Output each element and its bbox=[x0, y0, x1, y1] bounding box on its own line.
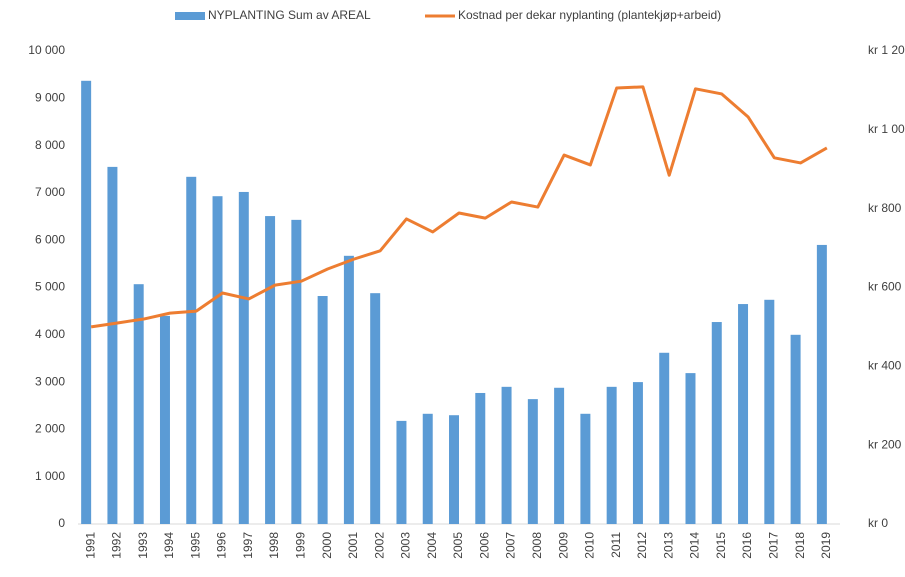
x-tick-label: 2014 bbox=[688, 532, 702, 559]
bar bbox=[685, 373, 696, 524]
x-tick-label: 2016 bbox=[740, 532, 754, 559]
legend-swatch bbox=[175, 12, 205, 20]
x-tick-label: 1994 bbox=[162, 532, 176, 559]
line bbox=[90, 85, 828, 329]
x-tick-label: 2017 bbox=[766, 532, 780, 559]
y2-tick-label: kr 0 bbox=[868, 516, 888, 530]
x-tick-label: 2008 bbox=[530, 532, 544, 559]
y2-tick-label: kr 1 000 bbox=[868, 122, 905, 136]
bar bbox=[475, 392, 486, 524]
bar bbox=[764, 299, 775, 524]
bar bbox=[186, 176, 197, 524]
x-tick-label: 2018 bbox=[793, 532, 807, 559]
y-tick-label: 6 000 bbox=[35, 232, 65, 246]
bar bbox=[370, 293, 381, 524]
bar bbox=[396, 420, 407, 524]
x-tick-label: 2009 bbox=[556, 532, 570, 559]
bar bbox=[238, 191, 249, 525]
bar bbox=[422, 413, 433, 524]
y-tick-label: 10 000 bbox=[28, 43, 65, 57]
bar bbox=[711, 322, 722, 524]
x-tick-label: 2013 bbox=[661, 532, 675, 559]
y-tick-label: 4 000 bbox=[35, 327, 65, 341]
y2-tick-label: kr 1 200 bbox=[868, 43, 905, 57]
bar bbox=[212, 196, 223, 524]
bar bbox=[343, 255, 354, 524]
y2-tick-label: kr 800 bbox=[868, 201, 902, 215]
y-tick-label: 3 000 bbox=[35, 374, 65, 388]
x-tick-label: 1991 bbox=[83, 532, 97, 559]
x-tick-label: 2010 bbox=[583, 532, 597, 559]
legend-label: Kostnad per dekar nyplanting (plantekjøp… bbox=[458, 8, 721, 22]
y-tick-label: 1 000 bbox=[35, 469, 65, 483]
bar bbox=[107, 166, 118, 524]
x-tick-label: 1997 bbox=[241, 532, 255, 559]
bar bbox=[738, 304, 749, 524]
y-tick-label: 2 000 bbox=[35, 422, 65, 436]
x-tick-label: 1993 bbox=[136, 532, 150, 559]
bar bbox=[632, 382, 643, 524]
bar bbox=[527, 399, 538, 524]
x-tick-label: 2001 bbox=[346, 532, 360, 559]
x-tick-label: 2006 bbox=[477, 532, 491, 559]
x-tick-label: 2005 bbox=[451, 532, 465, 559]
bar bbox=[81, 80, 92, 524]
bar bbox=[580, 413, 591, 524]
bar bbox=[265, 216, 276, 524]
bar bbox=[554, 387, 565, 524]
x-tick-label: 2011 bbox=[609, 532, 623, 558]
y-tick-label: 8 000 bbox=[35, 138, 65, 152]
x-tick-label: 1996 bbox=[215, 532, 229, 559]
y-tick-label: 0 bbox=[58, 516, 65, 530]
x-tick-label: 2007 bbox=[504, 532, 518, 559]
bar bbox=[133, 284, 144, 524]
bar bbox=[606, 386, 617, 524]
x-tick-label: 1992 bbox=[110, 532, 124, 559]
y2-tick-label: kr 400 bbox=[868, 359, 902, 373]
y2-tick-label: kr 600 bbox=[868, 280, 902, 294]
bar bbox=[790, 334, 801, 524]
x-tick-label: 2019 bbox=[819, 532, 833, 559]
x-tick-label: 1999 bbox=[294, 532, 308, 559]
x-tick-label: 2003 bbox=[399, 532, 413, 559]
x-tick-label: 2015 bbox=[714, 532, 728, 559]
x-tick-label: 1995 bbox=[188, 532, 202, 559]
bar bbox=[159, 315, 170, 524]
y2-tick-label: kr 200 bbox=[868, 437, 902, 451]
bar bbox=[659, 352, 670, 524]
y-tick-label: 7 000 bbox=[35, 185, 65, 199]
y-tick-label: 9 000 bbox=[35, 90, 65, 104]
bar bbox=[449, 415, 459, 524]
x-tick-label: 1998 bbox=[267, 532, 281, 559]
bar bbox=[501, 386, 512, 524]
y-tick-label: 5 000 bbox=[35, 280, 65, 294]
x-tick-label: 2012 bbox=[635, 532, 649, 559]
bar bbox=[317, 296, 328, 524]
x-tick-label: 2002 bbox=[372, 532, 386, 559]
bar bbox=[816, 244, 827, 524]
x-tick-label: 2004 bbox=[425, 532, 439, 559]
x-tick-label: 2000 bbox=[320, 532, 334, 559]
legend-label: NYPLANTING Sum av AREAL bbox=[208, 8, 371, 22]
bar bbox=[291, 219, 302, 524]
